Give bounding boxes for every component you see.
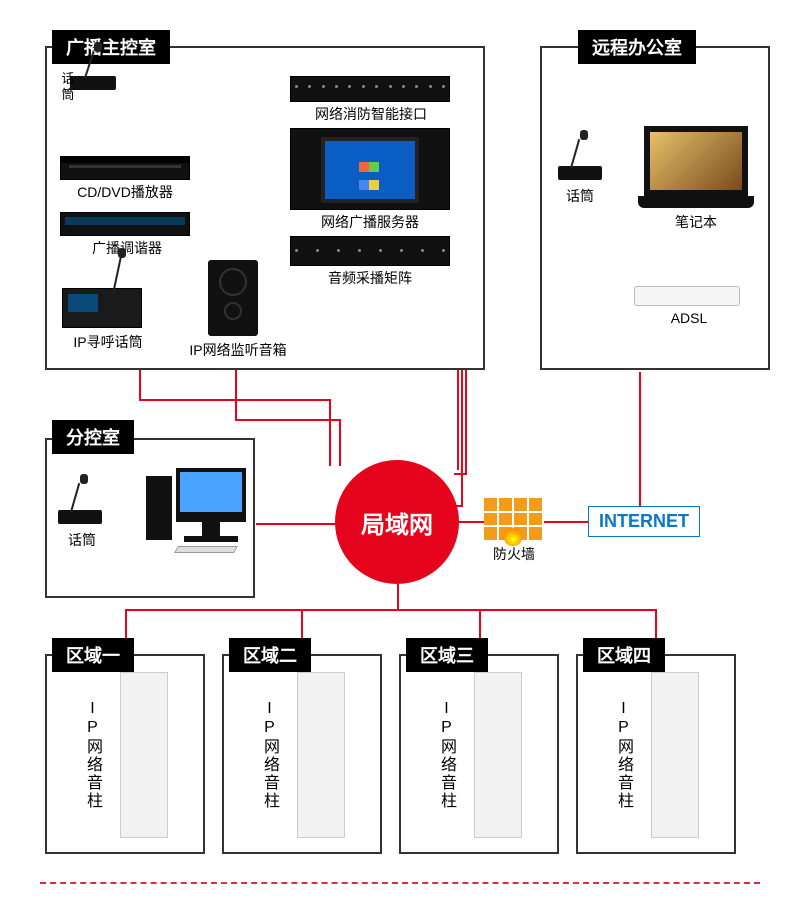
- label-firewall: 防火墙: [486, 544, 542, 564]
- label-zone-1-speaker: IP网络音柱: [80, 700, 104, 810]
- device-fire-interface: [290, 76, 450, 102]
- title-zone-4: 区域四: [583, 638, 665, 672]
- device-zone-1-speaker: [120, 672, 168, 838]
- label-broadcast-server: 网络广播服务器: [310, 212, 430, 232]
- section-remote-office: [540, 46, 770, 370]
- title-sub-control: 分控室: [52, 420, 134, 454]
- device-sub-mic: [58, 510, 102, 524]
- firewall-flame-icon: [504, 524, 522, 546]
- label-ip-monitor-speaker: IP网络监听音箱: [178, 340, 298, 360]
- label-cd-dvd: CD/DVD播放器: [60, 182, 190, 202]
- title-main-control: 广播主控室: [52, 30, 170, 64]
- device-zone-3-speaker: [474, 672, 522, 838]
- node-lan: 局域网: [335, 460, 459, 584]
- device-zone-2-speaker: [297, 672, 345, 838]
- device-zone-4-speaker: [651, 672, 699, 838]
- dashed-divider: [40, 882, 760, 884]
- title-zone-2: 区域二: [229, 638, 311, 672]
- device-tuner: [60, 212, 190, 236]
- label-remote-mic: 话筒: [560, 186, 600, 206]
- label-sub-mic: 话筒: [62, 530, 102, 550]
- label-ip-paging-mic: IP寻呼话筒: [58, 332, 158, 352]
- label-zone-3-speaker: IP网络音柱: [434, 700, 458, 810]
- node-internet: INTERNET: [588, 506, 700, 537]
- device-cd-dvd: [60, 156, 190, 180]
- label-audio-matrix: 音频采播矩阵: [312, 268, 428, 288]
- title-zone-1: 区域一: [52, 638, 134, 672]
- device-remote-mic: [558, 166, 602, 180]
- label-fire-interface: 网络消防智能接口: [298, 104, 444, 124]
- label-mic1-a: 话: [60, 72, 76, 86]
- label-adsl: ADSL: [664, 310, 714, 326]
- device-laptop: [644, 126, 754, 208]
- title-remote-office: 远程办公室: [578, 30, 696, 64]
- device-adsl: [634, 286, 740, 306]
- device-ip-monitor-speaker: [208, 260, 258, 336]
- label-zone-4-speaker: IP网络音柱: [611, 700, 635, 810]
- device-broadcast-server: [290, 128, 450, 210]
- label-laptop: 笔记本: [666, 212, 726, 232]
- device-ip-paging-mic: [62, 288, 142, 328]
- title-zone-3: 区域三: [406, 638, 488, 672]
- device-mic1: [70, 76, 116, 90]
- label-zone-2-speaker: IP网络音柱: [257, 700, 281, 810]
- label-tuner: 广播调谐器: [72, 238, 182, 258]
- device-audio-matrix: [290, 236, 450, 266]
- label-mic1-b: 筒: [60, 88, 76, 102]
